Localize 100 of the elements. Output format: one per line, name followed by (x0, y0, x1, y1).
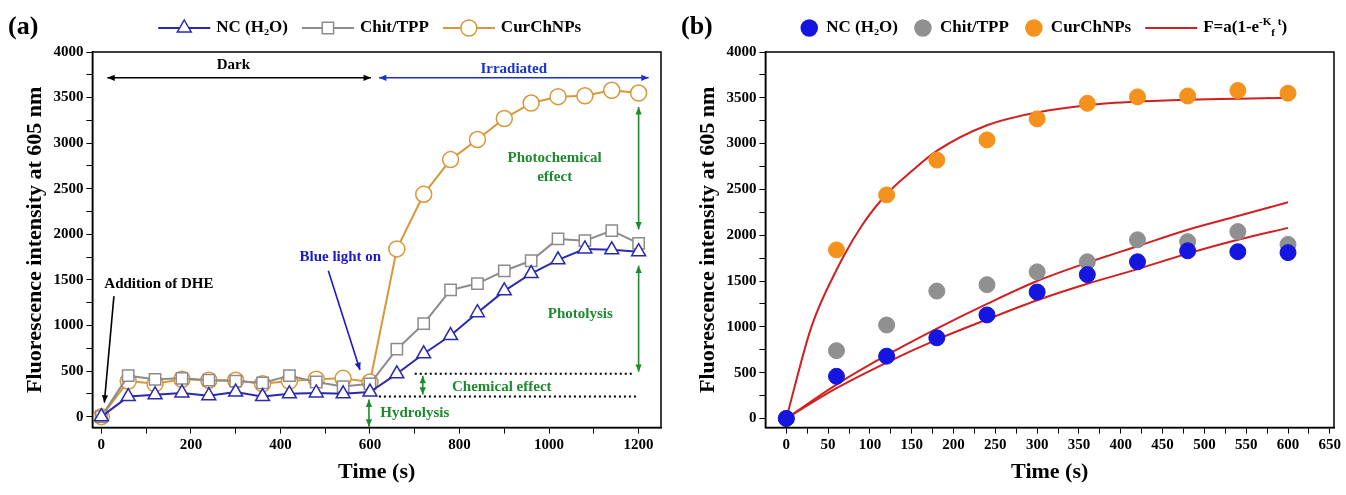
point (1179, 242, 1197, 260)
point (1078, 94, 1096, 112)
x-tick-label: 350 (1067, 436, 1091, 453)
point (1129, 231, 1146, 249)
point (444, 283, 457, 297)
point (471, 277, 484, 290)
point (928, 282, 946, 300)
x-tick-label: 50 (820, 436, 836, 453)
legend-label: NC (H₂O) (216, 17, 288, 37)
legend-label: Chit/TPP (939, 17, 1009, 37)
point (827, 367, 845, 385)
point (878, 186, 896, 204)
y-tick-label: 500 (60, 361, 84, 378)
y-tick-label: 1000 (53, 316, 84, 333)
point (416, 345, 432, 359)
point (496, 282, 512, 296)
y-tick-label: 1500 (726, 271, 757, 288)
point (201, 386, 217, 401)
x-tick-label: 600 (1276, 436, 1300, 453)
point (1028, 283, 1046, 301)
point (1229, 81, 1247, 99)
point (1129, 88, 1146, 106)
x-tick-label: 450 (1151, 436, 1174, 453)
point (441, 150, 460, 169)
point (148, 372, 162, 386)
x-tick-label: 150 (900, 436, 923, 453)
point (1179, 87, 1197, 105)
x-tick-label: 0 (97, 436, 106, 453)
x-axis-title: Time (s) (1011, 458, 1089, 484)
x-tick-label: 1000 (534, 436, 565, 453)
y-tick-label: 3000 (726, 134, 757, 151)
x-tick-label: 200 (179, 436, 203, 453)
point (362, 383, 378, 397)
point (1028, 110, 1046, 128)
point (1078, 266, 1096, 284)
annotation: Photochemical effect (507, 149, 602, 185)
legend-label: NC (H₂O) (826, 17, 898, 37)
point (978, 131, 996, 149)
point (335, 385, 351, 399)
x-tick-label: 400 (269, 436, 292, 453)
y-tick-label: 3500 (726, 88, 757, 105)
legend-label: CurChNPs (500, 17, 582, 37)
point (978, 276, 996, 294)
point (524, 254, 538, 268)
point (442, 326, 459, 341)
point (175, 371, 189, 385)
point (1229, 243, 1247, 261)
point (495, 109, 514, 128)
point (389, 365, 405, 379)
annotation: Addition of DHE (104, 275, 214, 291)
point (1129, 253, 1146, 271)
y-tick-label: 2000 (53, 225, 84, 242)
point (308, 384, 324, 398)
point (497, 264, 511, 278)
x-tick-label: 800 (448, 436, 471, 453)
point (388, 240, 406, 258)
x-tick-label: 250 (984, 436, 1007, 453)
x-tick-label: 400 (1109, 436, 1133, 453)
y-tick-label: 500 (733, 363, 757, 380)
x-tick-label: 200 (942, 436, 965, 453)
point (414, 185, 433, 203)
point (928, 329, 946, 347)
point (281, 385, 298, 399)
y-axis-title: Fluorescence intensity at 605 nm (20, 86, 46, 393)
y-tick-label: 2500 (726, 180, 757, 197)
y-tick-label: 3500 (53, 88, 84, 105)
annotation: Hydrolysis (380, 403, 450, 420)
x-tick-label: 300 (1025, 436, 1049, 453)
point (254, 387, 271, 402)
x-tick-label: 600 (358, 436, 382, 453)
point (978, 306, 996, 324)
x-tick-label: 650 (1318, 436, 1342, 453)
point (549, 87, 567, 106)
annotation: Irradiated (480, 59, 548, 76)
chart-title: (b) (681, 10, 713, 40)
point (577, 240, 593, 254)
point (120, 387, 136, 402)
legend-label: Chit/TPP (359, 17, 429, 37)
point (468, 130, 487, 149)
x-tick-label: 1200 (623, 436, 654, 453)
point (1028, 263, 1046, 281)
point (603, 81, 621, 100)
point (576, 87, 594, 105)
point (827, 241, 845, 259)
point (878, 316, 896, 334)
point (390, 342, 404, 356)
point (629, 84, 648, 102)
y-tick-label: 2000 (726, 226, 757, 243)
y-tick-label: 4000 (726, 42, 757, 59)
point (928, 151, 946, 169)
y-tick-label: 1000 (726, 317, 757, 334)
point (147, 386, 163, 400)
x-tick-label: 550 (1234, 436, 1258, 453)
point (878, 347, 896, 365)
annotation: Chemical effect (452, 377, 552, 394)
x-tick-label: 100 (858, 436, 882, 453)
y-tick-label: 0 (75, 407, 84, 424)
y-axis-title: Fluorescence intensity at 605 nm (693, 86, 719, 393)
point (174, 384, 190, 398)
point (605, 224, 619, 238)
